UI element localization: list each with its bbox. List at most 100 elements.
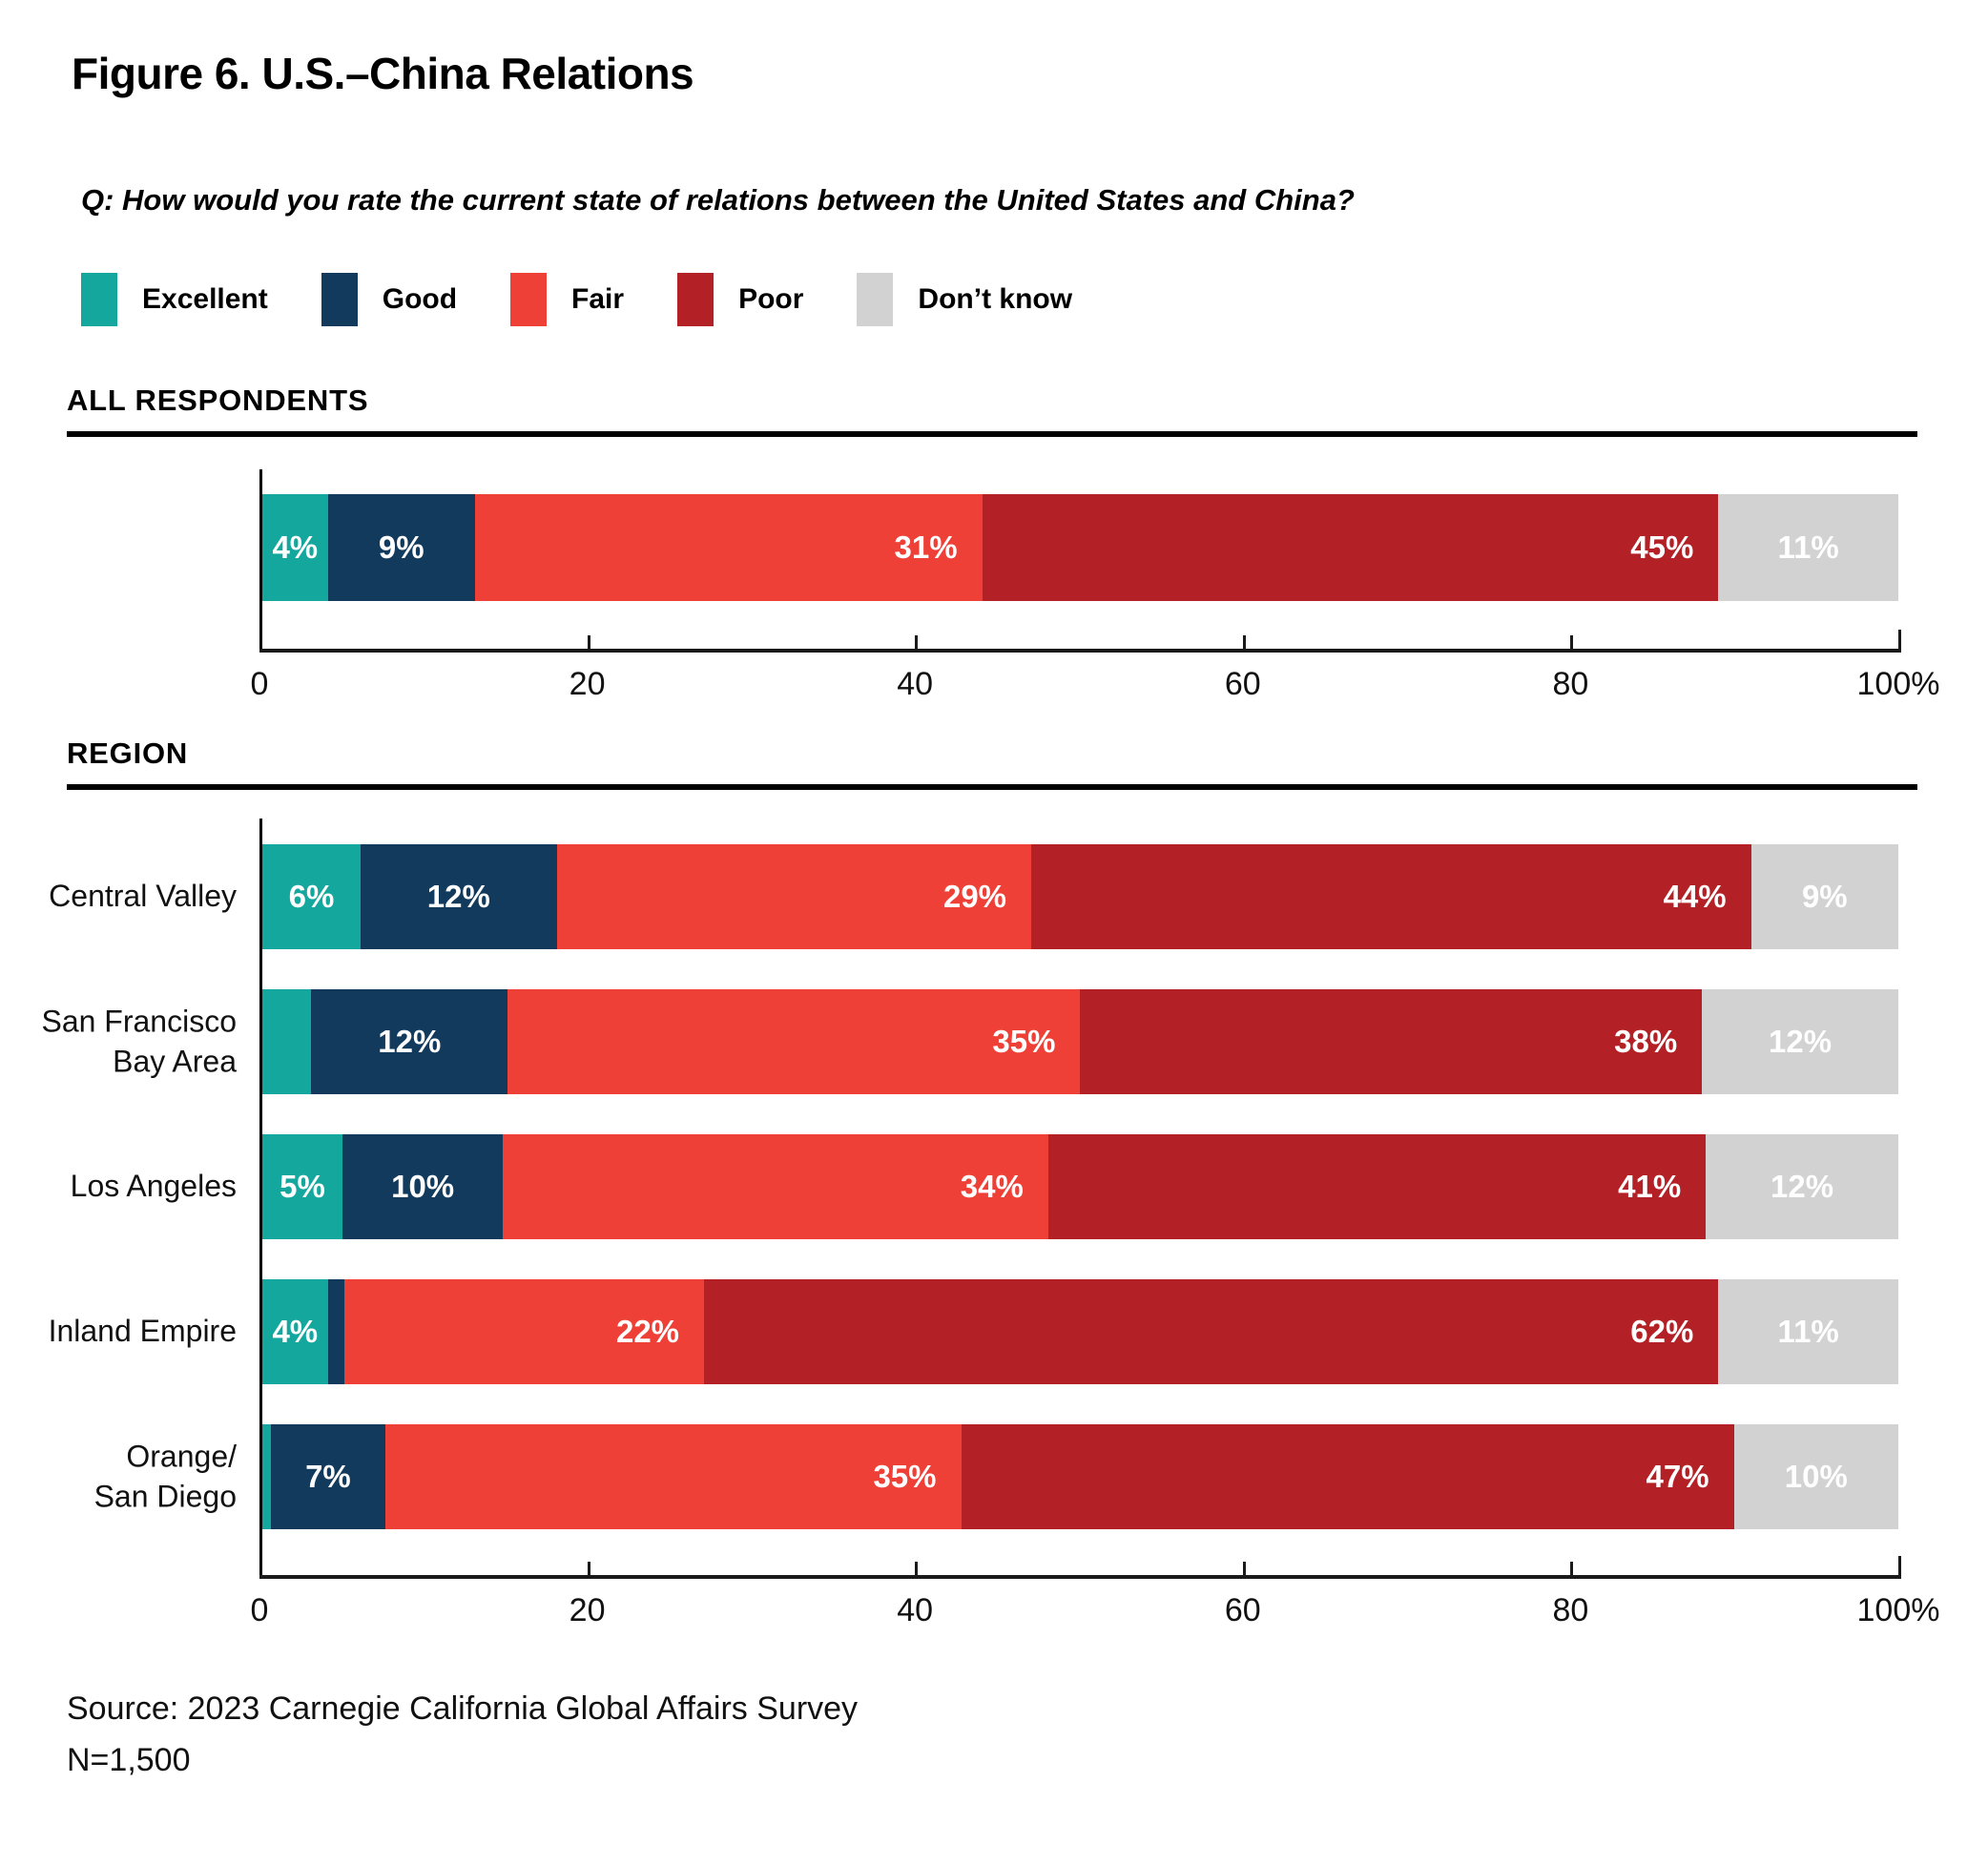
segment-value-label: 7% [305, 1459, 351, 1494]
bar-segment-poor: 45% [982, 494, 1719, 601]
axis-tick [1570, 1562, 1574, 1575]
bar-row-orange-: 7% 35% 47% 10% [262, 1424, 1898, 1529]
axis-tick-label: 0 [250, 666, 269, 702]
legend-item-fair: Fair [510, 273, 624, 326]
x-axis-line [259, 1575, 1901, 1579]
bar-segment-poor: 38% [1080, 989, 1703, 1094]
axis-tick-label: 20 [569, 1592, 606, 1628]
legend: Excellent Good Fair Poor Don’t know [81, 273, 1072, 326]
legend-item-excellent: Excellent [81, 273, 268, 326]
bar-segment-good [327, 1279, 344, 1384]
axis-tick [587, 635, 590, 649]
axis-tick [915, 1562, 919, 1575]
legend-label-dont_know: Don’t know [918, 283, 1073, 315]
legend-item-good: Good [321, 273, 457, 326]
legend-swatch-fair [510, 273, 548, 326]
category-label: Los Angeles [70, 1169, 237, 1204]
bar-segment-excellent [262, 1424, 271, 1529]
bar-segment-excellent: 4% [262, 494, 328, 601]
segment-value-label: 31% [894, 529, 958, 565]
segment-value-label: 29% [942, 879, 1007, 914]
legend-swatch-good [321, 273, 358, 326]
bar-row-inland-empire: 4% 22% 62% 11% [262, 1279, 1898, 1384]
axis-tick-label: 100% [1856, 1592, 1940, 1628]
segment-value-label: 35% [873, 1459, 937, 1494]
bar-segment-dont_know: 9% [1750, 844, 1898, 949]
axis-tick [1570, 635, 1574, 649]
segment-value-label: 22% [615, 1314, 680, 1349]
legend-item-poor: Poor [677, 273, 803, 326]
chart-all-respondents: 4% 9% 31% 45% 11% 0 20 40 60 80 100% [251, 469, 1939, 708]
segment-value-label: 9% [378, 529, 425, 565]
y-axis-line [259, 469, 262, 651]
axis-tick [1898, 1556, 1901, 1575]
bar-segment-dont_know: 11% [1718, 1279, 1898, 1384]
axis-tick [915, 635, 919, 649]
axis-tick-label: 100% [1856, 666, 1940, 702]
segment-value-label: 34% [960, 1169, 1024, 1204]
segment-value-label: 12% [378, 1024, 442, 1059]
axis-tick-label: 60 [1224, 1592, 1261, 1628]
bar-segment-dont_know: 12% [1706, 1134, 1898, 1239]
bar-segment-excellent: 6% [262, 844, 361, 949]
legend-item-dont_know: Don’t know [857, 273, 1072, 326]
axis-tick [1898, 630, 1901, 649]
segment-value-label: 5% [280, 1169, 325, 1204]
bar-segment-good: 9% [327, 494, 475, 601]
segment-value-label: 45% [1630, 529, 1694, 565]
segment-value-label: 12% [1771, 1169, 1834, 1204]
segment-value-label: 11% [1777, 529, 1839, 565]
bar-segment-fair: 35% [385, 1424, 962, 1529]
source-line-1: Source: 2023 Carnegie California Global … [67, 1690, 859, 1727]
bar-segment-fair: 35% [507, 989, 1081, 1094]
axis-tick-label: 60 [1224, 666, 1261, 702]
segment-value-label: 41% [1618, 1169, 1682, 1204]
axis-tick-label: 40 [897, 1592, 934, 1628]
source-line-2: N=1,500 [67, 1742, 191, 1778]
bar-segment-fair: 29% [556, 844, 1032, 949]
section-header-region: REGION [67, 736, 189, 770]
bar-segment-excellent [262, 989, 312, 1094]
axis-tick-label: 20 [569, 666, 606, 702]
legend-label-good: Good [382, 283, 458, 315]
segment-value-label: 10% [391, 1169, 455, 1204]
axis-tick-label: 0 [250, 1592, 269, 1628]
section-header-all-respondents: ALL RESPONDENTS [67, 384, 369, 417]
bar-segment-poor: 41% [1047, 1134, 1707, 1239]
bar-segment-dont_know: 12% [1702, 989, 1898, 1094]
bar-row-san-francisco: 12% 35% 38% 12% [262, 989, 1898, 1094]
segment-value-label: 4% [272, 529, 319, 565]
legend-swatch-dont_know [857, 273, 894, 326]
legend-swatch-excellent [81, 273, 117, 326]
axis-tick-label: 80 [1552, 1592, 1589, 1628]
figure-title: Figure 6. U.S.–China Relations [72, 49, 694, 98]
category-label: Orange/ San Diego [93, 1439, 237, 1513]
chart-region: 6% 12% 29% 44% 9% Central Valley 12% 35% 38% 12% S… [41, 819, 1939, 1668]
category-label: Inland Empire [48, 1314, 237, 1349]
section-rule-region [67, 784, 1917, 790]
bar-row-central-valley: 6% 12% 29% 44% 9% [262, 844, 1898, 949]
bar-segment-poor: 47% [961, 1424, 1734, 1529]
survey-question: Q: How would you rate the current state … [81, 183, 1355, 217]
bar-row-los-angeles: 5% 10% 34% 41% 12% [262, 1134, 1898, 1239]
axis-tick-label: 40 [897, 666, 934, 702]
bar-row-all-respondents: 4% 9% 31% 45% 11% [262, 494, 1898, 601]
bar-segment-dont_know: 11% [1718, 494, 1898, 601]
category-label: San Francisco Bay Area [41, 1004, 237, 1078]
segment-value-label: 11% [1777, 1314, 1839, 1349]
bar-segment-fair: 31% [474, 494, 983, 601]
segment-value-label: 9% [1801, 879, 1848, 914]
bar-segment-poor: 44% [1031, 844, 1751, 949]
segment-value-label: 47% [1646, 1459, 1709, 1494]
bar-segment-excellent: 5% [262, 1134, 343, 1239]
category-label: Central Valley [49, 879, 237, 914]
bar-segment-fair: 34% [503, 1134, 1048, 1239]
y-axis-line [259, 819, 262, 1579]
bar-segment-excellent: 4% [262, 1279, 328, 1384]
bar-segment-good: 12% [311, 989, 508, 1094]
bar-segment-good: 12% [360, 844, 557, 949]
segment-value-label: 6% [288, 879, 335, 914]
section-rule-all-respondents [67, 431, 1917, 437]
bar-segment-fair: 22% [343, 1279, 705, 1384]
axis-tick-label: 80 [1552, 666, 1589, 702]
